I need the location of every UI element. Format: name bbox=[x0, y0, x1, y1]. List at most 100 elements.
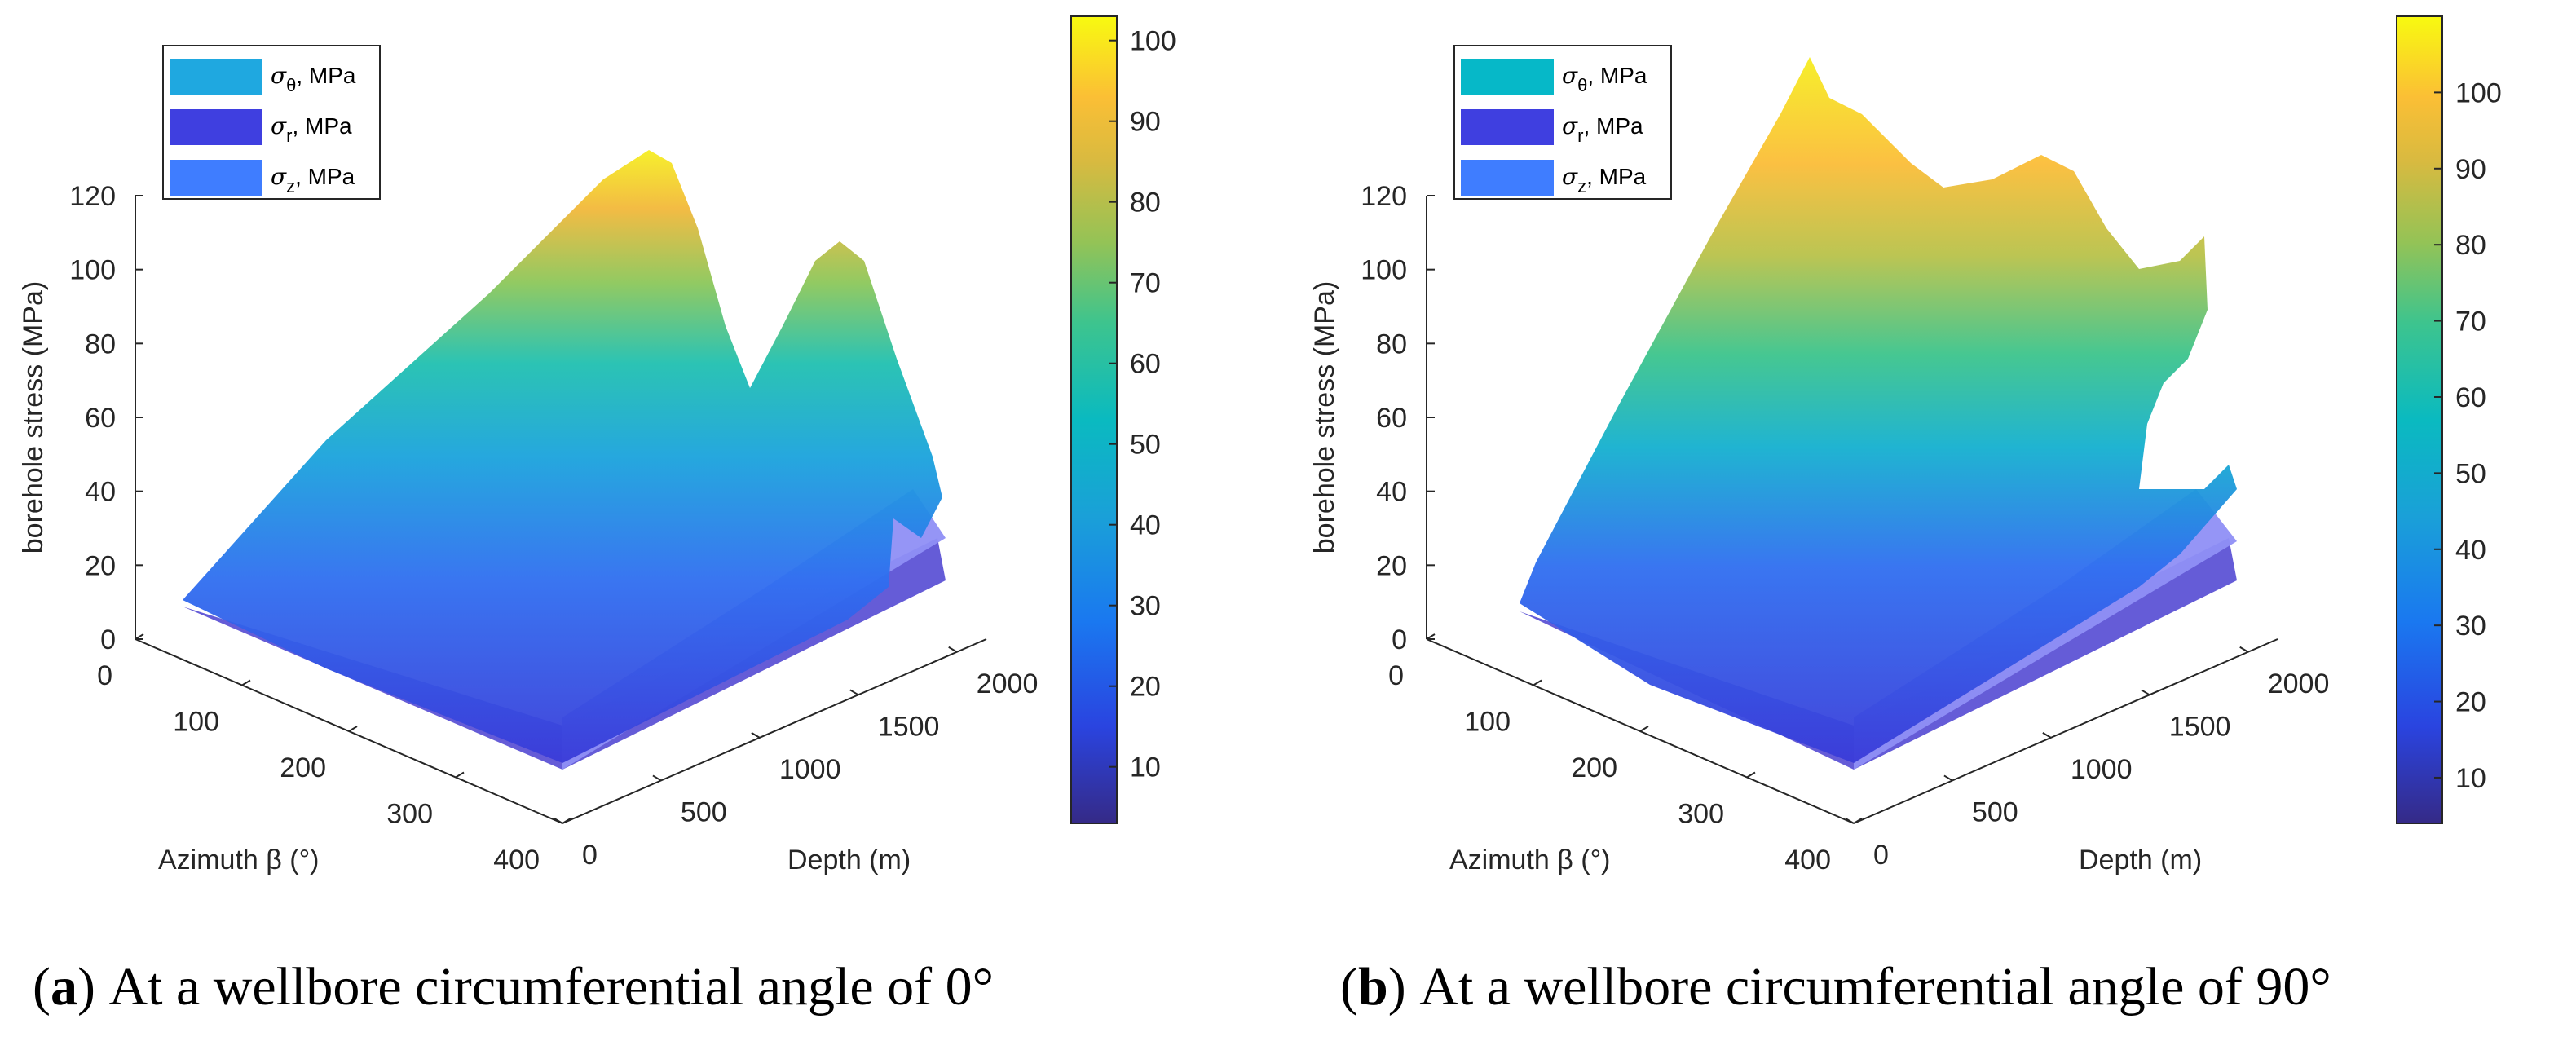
sigma-theta-surface bbox=[183, 150, 942, 763]
colorbar bbox=[1070, 15, 1118, 824]
legend-unit: , MPa bbox=[296, 63, 356, 88]
y-tick-label: 500 bbox=[681, 796, 727, 827]
panel-caption: (b) At a wellbore circumferential angle … bbox=[1340, 957, 2331, 1017]
legend-unit: , MPa bbox=[1583, 113, 1643, 139]
y-tick-mark bbox=[1845, 818, 1855, 824]
z-tick-label: 80 bbox=[85, 329, 116, 360]
y-tick-label: 2000 bbox=[977, 668, 1039, 699]
caption-open-paren: ( bbox=[33, 957, 51, 1017]
colorbar-tick-label: 20 bbox=[1130, 672, 1161, 703]
y-tick-label: 1000 bbox=[779, 754, 841, 785]
x-tick-mark bbox=[1639, 726, 1649, 732]
colorbar-tick-label: 50 bbox=[2455, 458, 2486, 489]
legend-swatch bbox=[170, 109, 262, 145]
legend-unit: , MPa bbox=[292, 113, 352, 139]
colorbar-tick-label: 40 bbox=[2455, 535, 2486, 566]
legend-swatch bbox=[1461, 109, 1554, 145]
z-tick-label: 40 bbox=[1376, 477, 1407, 508]
colorbar-tick-label: 20 bbox=[2455, 687, 2486, 718]
y-axis-line bbox=[562, 638, 987, 824]
x-tick-label: 100 bbox=[173, 707, 219, 738]
colorbar-tick-label: 10 bbox=[1130, 752, 1161, 783]
x-tick-mark bbox=[241, 679, 251, 686]
x-tick-label: 0 bbox=[97, 660, 112, 691]
colorbar-tick-label: 40 bbox=[1130, 510, 1161, 541]
colorbar-tick-label: 10 bbox=[2455, 763, 2486, 794]
z-tick-label: 100 bbox=[69, 255, 116, 286]
legend-symbol: σ bbox=[271, 112, 287, 139]
colorbar-tick-label: 50 bbox=[1130, 430, 1161, 461]
z-tick-label: 20 bbox=[85, 550, 116, 581]
panel-caption: (a) At a wellbore circumferential angle … bbox=[33, 957, 994, 1017]
legend-symbol: σ bbox=[271, 163, 287, 190]
y-axis-label: Depth (m) bbox=[787, 845, 911, 876]
y-tick-label: 1000 bbox=[2071, 754, 2133, 785]
z-tick-label: 60 bbox=[85, 403, 116, 434]
y-tick-mark bbox=[751, 732, 761, 739]
caption-panel-label: a bbox=[51, 957, 77, 1017]
y-tick-label: 1500 bbox=[2169, 711, 2231, 742]
legend-symbol: σ bbox=[1562, 62, 1578, 89]
x-axis-label: Azimuth β (°) bbox=[158, 845, 320, 876]
y-tick-mark bbox=[2042, 732, 2052, 739]
z-tick-label: 40 bbox=[85, 477, 116, 508]
x-tick-mark bbox=[348, 726, 358, 732]
x-tick-label: 400 bbox=[1784, 845, 1831, 876]
legend-label: σθ, MPa bbox=[271, 62, 356, 95]
x-tick-mark bbox=[455, 771, 465, 779]
x-tick-label: 100 bbox=[1464, 707, 1511, 738]
x-tick-mark bbox=[1426, 633, 1436, 640]
y-axis-label: Depth (m) bbox=[2079, 845, 2202, 876]
z-axis-label: borehole stress (MPa) bbox=[1309, 281, 1340, 554]
x-tick-label: 300 bbox=[1678, 799, 1724, 830]
y-tick-mark bbox=[1943, 774, 1953, 782]
legend-subscript: z bbox=[286, 176, 295, 196]
legend-swatch bbox=[170, 160, 262, 196]
colorbar-tick-label: 70 bbox=[1130, 268, 1161, 299]
legend-label: σr, MPa bbox=[271, 112, 352, 146]
y-tick-mark bbox=[2141, 689, 2150, 696]
legend-subscript: θ bbox=[1577, 75, 1587, 95]
legend-subscript: r bbox=[286, 126, 292, 146]
z-tick-label: 0 bbox=[100, 624, 116, 655]
legend-swatch bbox=[170, 59, 262, 95]
legend-label: σz, MPa bbox=[271, 163, 355, 196]
z-axis-label: borehole stress (MPa) bbox=[18, 281, 49, 554]
legend-subscript: z bbox=[1577, 176, 1586, 196]
z-tick-label: 120 bbox=[1361, 181, 1407, 212]
y-axis-line bbox=[1853, 638, 2278, 824]
legend-subscript: r bbox=[1577, 126, 1583, 146]
y-tick-mark bbox=[2239, 646, 2249, 653]
x-tick-label: 400 bbox=[493, 845, 540, 876]
y-tick-label: 0 bbox=[582, 840, 598, 871]
y-tick-mark bbox=[849, 689, 859, 696]
caption-open-paren: ( bbox=[1340, 957, 1358, 1017]
colorbar-tick-label: 80 bbox=[1130, 188, 1161, 218]
colorbar-tick-label: 60 bbox=[1130, 349, 1161, 380]
y-tick-mark bbox=[554, 818, 563, 824]
colorbar-tick-label: 100 bbox=[2455, 77, 2502, 108]
x-tick-label: 0 bbox=[1388, 660, 1404, 691]
colorbar-tick-label: 60 bbox=[2455, 382, 2486, 413]
legend-swatch bbox=[1461, 160, 1554, 196]
z-tick-label: 100 bbox=[1361, 255, 1407, 286]
sigma-r-surface bbox=[183, 538, 946, 770]
x-axis-label: Azimuth β (°) bbox=[1449, 845, 1611, 876]
colorbar-tick-label: 30 bbox=[1130, 591, 1161, 622]
colorbar-tick-label: 70 bbox=[2455, 307, 2486, 338]
colorbar-tick-label: 90 bbox=[1130, 107, 1161, 138]
legend-subscript: θ bbox=[286, 75, 296, 95]
caption-text: At a wellbore circumferential angle of 9… bbox=[1419, 957, 2331, 1017]
y-tick-label: 0 bbox=[1873, 840, 1889, 871]
x-tick-label: 200 bbox=[280, 752, 326, 783]
colorbar-tick-label: 100 bbox=[1130, 26, 1176, 57]
x-tick-label: 200 bbox=[1571, 752, 1617, 783]
z-tick-label: 0 bbox=[1392, 624, 1407, 655]
legend-unit: , MPa bbox=[1587, 63, 1647, 88]
z-tick-label: 80 bbox=[1376, 329, 1407, 360]
legend-unit: , MPa bbox=[295, 164, 355, 189]
